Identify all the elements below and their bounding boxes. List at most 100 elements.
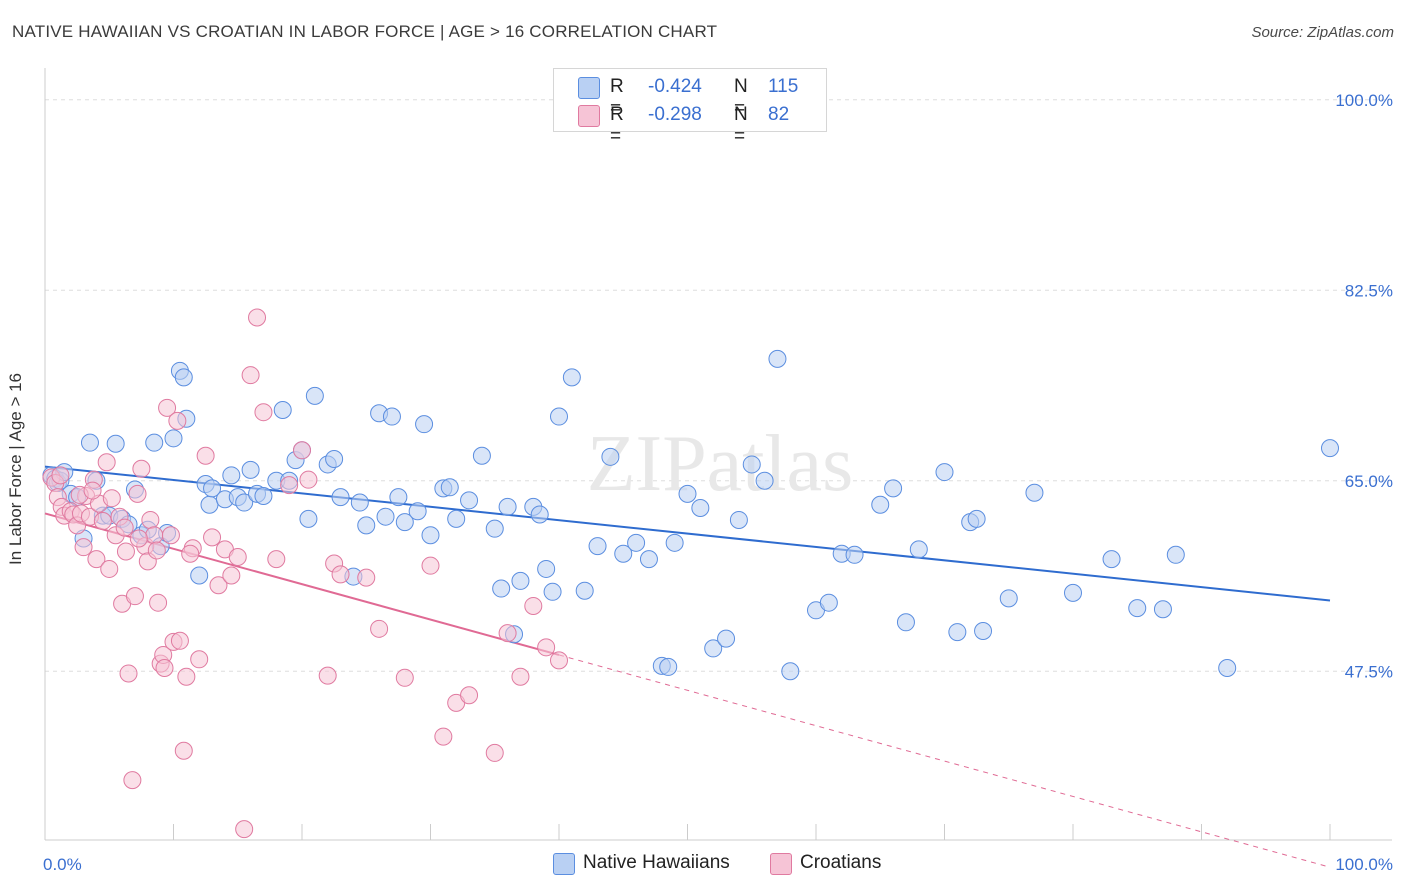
data-point [155, 659, 174, 678]
data-point [97, 453, 116, 472]
data-point [884, 479, 903, 498]
data-point [203, 528, 222, 547]
data-point [119, 664, 138, 683]
data-point [389, 488, 408, 507]
data-point [421, 556, 440, 575]
data-point [132, 459, 151, 478]
data-point [190, 566, 209, 585]
data-point [102, 489, 121, 508]
trend-lines [44, 465, 1331, 868]
data-point [485, 743, 504, 762]
y-tick-label: 100.0% [1335, 91, 1393, 110]
data-point [498, 497, 517, 516]
data-point [93, 512, 112, 531]
data-point [498, 624, 517, 643]
data-point [254, 487, 273, 506]
blue-swatch [553, 853, 575, 875]
data-point [511, 667, 530, 686]
data-point [421, 526, 440, 545]
data-point [235, 493, 254, 512]
axes [44, 68, 1392, 841]
data-point [129, 529, 148, 548]
data-point [537, 638, 556, 657]
data-point [678, 484, 697, 503]
data-point [190, 650, 209, 669]
data-point [1321, 439, 1339, 458]
data-point [492, 579, 511, 598]
data-point [601, 447, 620, 466]
data-point [1218, 659, 1237, 678]
data-point [147, 541, 166, 560]
data-point [376, 507, 395, 526]
data-point [200, 495, 219, 514]
data-point [717, 629, 736, 648]
data-point [871, 495, 890, 514]
data-point [588, 537, 607, 556]
data-point [768, 349, 787, 368]
data-point [659, 657, 678, 676]
data-point [845, 545, 864, 564]
data-point [116, 542, 135, 561]
data-point [1064, 583, 1082, 602]
data-point [755, 471, 774, 490]
n-value: 82 [768, 104, 790, 125]
tick-labels: 47.5% 65.0% 82.5% 100.0% 0.0% 100.0% [43, 91, 1393, 874]
data-point [967, 509, 986, 528]
r-label: R = [610, 104, 624, 147]
watermark: ZIPatlas [587, 420, 854, 508]
x-tick-label: 0.0% [43, 855, 82, 874]
data-point [318, 666, 337, 685]
y-axis-label: In Labor Force | Age > 16 [6, 372, 25, 565]
data-point [51, 466, 70, 485]
data-point [149, 593, 168, 612]
trend-line-croatians-extension [558, 654, 1331, 868]
pink-swatch [578, 105, 600, 127]
data-point [248, 308, 267, 327]
data-point [181, 544, 200, 563]
source-label: Source: ZipAtlas.com [1251, 24, 1394, 41]
data-point [408, 502, 427, 521]
data-point [781, 662, 800, 681]
data-point [370, 619, 389, 638]
data-point [331, 565, 350, 584]
data-point [80, 433, 99, 452]
data-point [627, 533, 646, 552]
n-label: N = [734, 76, 748, 119]
r-value: -0.298 [648, 104, 702, 125]
data-point [293, 441, 311, 460]
r-value: -0.424 [648, 76, 702, 97]
data-point [1166, 545, 1185, 564]
data-point [106, 434, 125, 453]
legend-label: Croatians [800, 852, 882, 873]
y-tick-label: 82.5% [1345, 281, 1393, 300]
data-point [177, 667, 196, 686]
r-label: R = [610, 76, 624, 119]
data-point [382, 407, 401, 426]
data-point [325, 450, 344, 468]
data-point [100, 559, 119, 578]
data-point [530, 505, 549, 524]
data-point [974, 621, 993, 640]
data-point [415, 415, 434, 434]
data-point [524, 596, 543, 615]
data-point [1128, 599, 1147, 618]
data-point [273, 401, 292, 420]
y-tick-label: 65.0% [1345, 472, 1393, 491]
data-point [305, 386, 324, 405]
data-point [222, 566, 241, 585]
data-point [460, 686, 479, 705]
pink-swatch [770, 853, 792, 875]
data-point [691, 498, 710, 517]
data-point [74, 538, 93, 557]
data-point [235, 820, 254, 839]
data-point [742, 455, 761, 474]
data-point [123, 771, 142, 790]
data-point [168, 411, 187, 430]
data-point [267, 550, 286, 569]
data-point [434, 727, 453, 746]
data-point [141, 510, 160, 529]
data-point [550, 407, 568, 426]
data-point [145, 526, 164, 545]
data-point [909, 540, 928, 559]
